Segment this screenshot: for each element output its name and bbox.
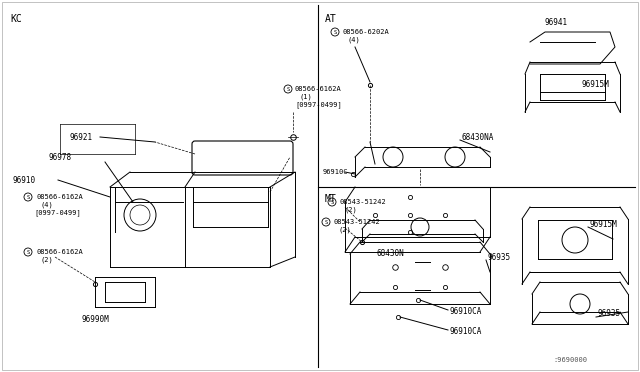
Text: (2): (2) (339, 227, 352, 233)
Text: 96978: 96978 (49, 153, 72, 161)
Text: 96910: 96910 (12, 176, 35, 185)
Text: (4): (4) (348, 37, 361, 43)
Text: 68430N: 68430N (376, 250, 404, 259)
Text: (2): (2) (345, 207, 358, 213)
Text: S: S (333, 29, 337, 35)
Text: S: S (286, 87, 290, 92)
Text: 96935: 96935 (488, 253, 511, 262)
Text: KC: KC (10, 14, 22, 24)
Text: 08566-6162A: 08566-6162A (295, 86, 342, 92)
Text: (1): (1) (300, 94, 313, 100)
Text: 96910C: 96910C (323, 169, 349, 175)
Text: [0997-0499]: [0997-0499] (295, 102, 342, 108)
Text: 96921: 96921 (70, 132, 93, 141)
Text: 96990M: 96990M (81, 315, 109, 324)
Text: 08566-6162A: 08566-6162A (36, 249, 83, 255)
Text: :9690000: :9690000 (553, 357, 587, 363)
Text: 96915M: 96915M (590, 219, 618, 228)
Text: 08566-6202A: 08566-6202A (343, 29, 390, 35)
Text: S: S (330, 199, 333, 205)
Text: 96941: 96941 (545, 17, 568, 26)
Text: (2): (2) (40, 257, 52, 263)
Text: 96910CA: 96910CA (450, 327, 483, 337)
Text: [0997-0499]: [0997-0499] (34, 210, 81, 217)
Text: MT: MT (325, 194, 337, 204)
Text: 96910CA: 96910CA (450, 308, 483, 317)
Text: AT: AT (325, 14, 337, 24)
Text: 96915M: 96915M (582, 80, 610, 89)
Text: S: S (26, 250, 29, 254)
Text: 08566-6162A: 08566-6162A (36, 194, 83, 200)
Text: S: S (324, 219, 328, 224)
Text: (4): (4) (40, 202, 52, 208)
Text: 96935: 96935 (598, 310, 621, 318)
Text: S: S (26, 195, 29, 199)
Text: 08543-51242: 08543-51242 (334, 219, 381, 225)
Text: 68430NA: 68430NA (462, 132, 494, 141)
Text: 08543-51242: 08543-51242 (340, 199, 387, 205)
